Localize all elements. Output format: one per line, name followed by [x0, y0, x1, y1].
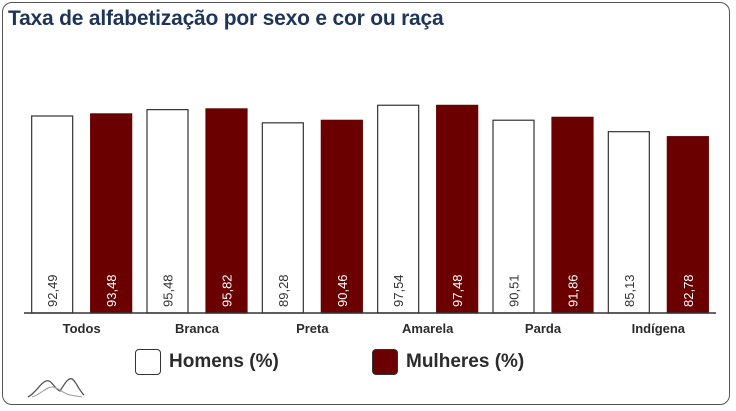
- data-label-mulheres-5: 82,78: [681, 274, 696, 307]
- bars-layer: 92,49 93,48 95,48 95,82 89,28 90,46 97,54 97,48…: [31, 104, 709, 314]
- data-label-mulheres-1: 95,82: [220, 274, 235, 307]
- legend-item-homens: Homens (%): [135, 348, 279, 376]
- chart-title: Taxa de alfabetização por sexo e cor ou …: [8, 7, 444, 30]
- legend-item-mulheres: Mulheres (%): [372, 348, 524, 376]
- x-tick-label-3: Amarela: [402, 321, 454, 336]
- bar-homens-1: [146, 109, 189, 314]
- data-label-homens-2: 89,28: [276, 274, 291, 307]
- data-label-mulheres-2: 90,46: [335, 274, 350, 307]
- x-tick-label-5: Indígena: [632, 321, 686, 336]
- legend-swatch-mulheres: [372, 349, 398, 375]
- data-label-homens-4: 90,51: [507, 274, 522, 307]
- bar-mulheres-0: [90, 113, 133, 314]
- bar-homens-5: [607, 131, 650, 314]
- legend-label-mulheres: Mulheres (%): [406, 351, 525, 372]
- data-label-homens-3: 97,54: [391, 274, 406, 307]
- data-label-homens-1: 95,48: [161, 274, 176, 307]
- x-tick-label-4: Parda: [525, 321, 562, 336]
- data-label-mulheres-4: 91,86: [566, 274, 581, 307]
- legend-swatch-homens: [135, 349, 161, 375]
- x-tick-label-2: Preta: [296, 321, 329, 336]
- x-tick-labels: Todos Branca Preta Amarela Parda Indígena: [63, 321, 686, 336]
- mountains-line-icon: [27, 378, 85, 398]
- bar-mulheres-5: [666, 136, 709, 314]
- bar-homens-2: [261, 122, 304, 314]
- bar-mulheres-3: [436, 104, 479, 314]
- x-tick-label-0: Todos: [63, 321, 101, 336]
- bar-homens-3: [377, 104, 420, 314]
- bar-mulheres-4: [551, 116, 594, 314]
- data-label-homens-0: 92,49: [45, 274, 60, 307]
- bar-mulheres-2: [320, 119, 363, 314]
- legend-label-homens: Homens (%): [169, 351, 279, 372]
- data-label-mulheres-0: 93,48: [104, 274, 119, 307]
- data-label-homens-5: 85,13: [622, 274, 637, 307]
- x-tick-label-1: Branca: [175, 321, 220, 336]
- data-label-mulheres-3: 97,48: [450, 274, 465, 307]
- bar-mulheres-1: [205, 108, 248, 314]
